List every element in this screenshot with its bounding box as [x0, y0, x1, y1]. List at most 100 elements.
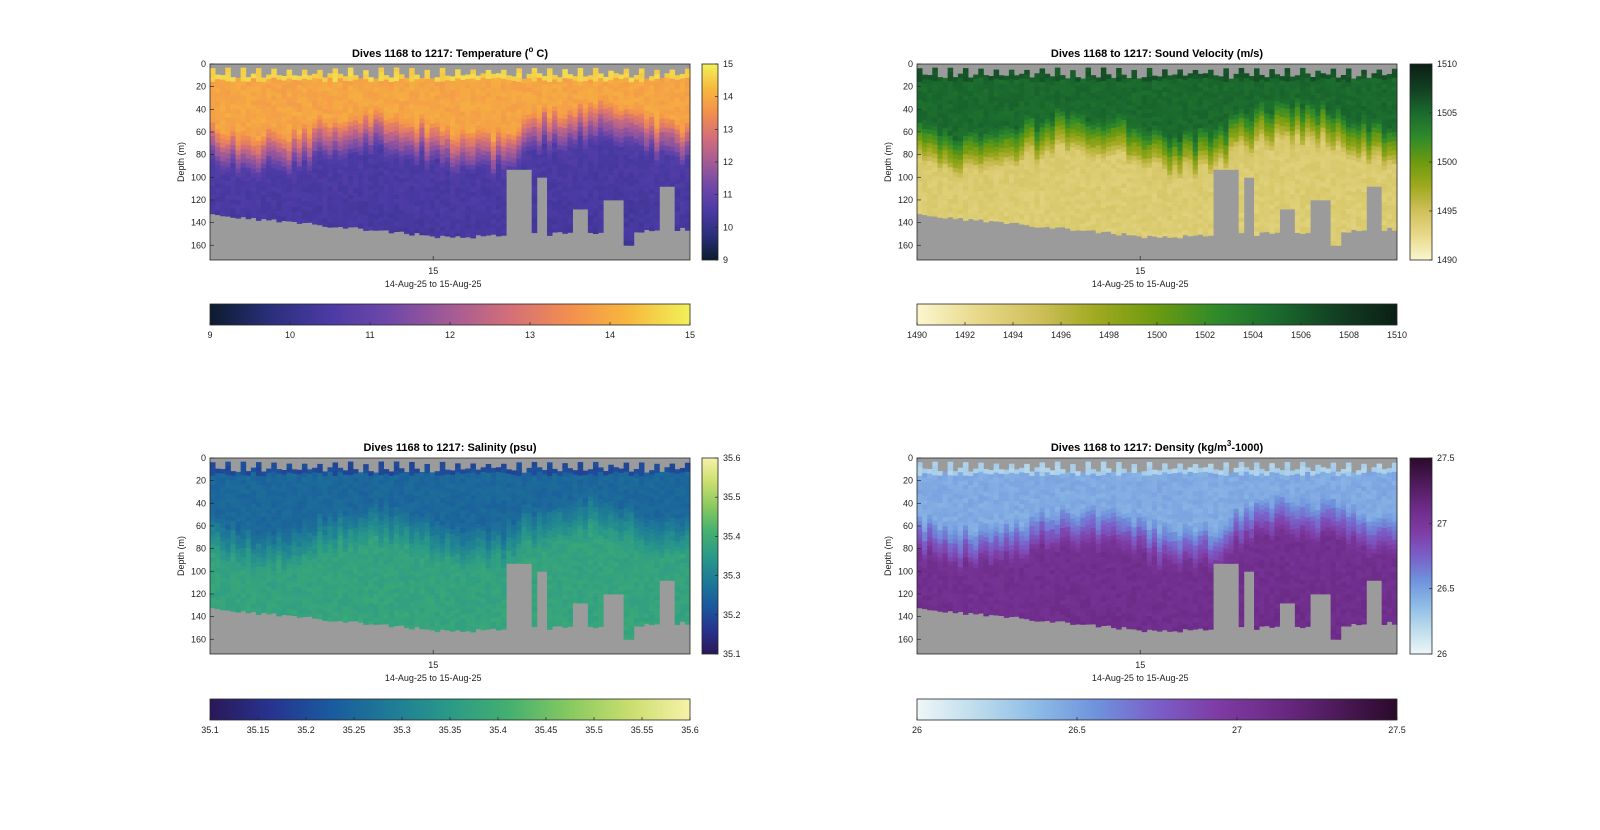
heatmap-cell: [1182, 93, 1189, 99]
heatmap-cell: [322, 136, 328, 142]
heatmap-cell: [240, 85, 247, 91]
heatmap-cell: [983, 115, 989, 121]
heatmap-cell: [475, 143, 482, 149]
heatmap-cell: [659, 123, 665, 129]
heatmap-cell: [669, 133, 676, 138]
heatmap-cell: [1182, 80, 1189, 86]
heatmap-cell: [281, 112, 287, 118]
heatmap-cell: [557, 226, 563, 232]
heatmap-cell: [337, 146, 344, 152]
heatmap-cell: [475, 207, 482, 212]
heatmap-cell: [1162, 205, 1168, 211]
heatmap-cell: [215, 147, 221, 153]
heatmap-cell: [1141, 190, 1148, 196]
heatmap-cell: [378, 99, 385, 105]
heatmap-cell: [281, 162, 287, 168]
heatmap-cell: [1008, 101, 1015, 107]
heatmap-cell: [393, 140, 400, 145]
heatmap-cell: [1182, 139, 1189, 145]
heatmap-cell: [470, 191, 476, 197]
heatmap-cell: [536, 145, 543, 151]
heatmap-cell: [962, 131, 969, 137]
heatmap-cell: [490, 214, 497, 220]
heatmap-cell: [444, 75, 451, 81]
heatmap-cell: [582, 176, 589, 182]
heatmap-cell: [230, 117, 236, 123]
heatmap-cell: [1095, 204, 1102, 210]
heatmap-cell: [526, 146, 533, 152]
heatmap-cell: [378, 189, 385, 195]
heatmap-cell: [649, 194, 655, 199]
heatmap-cell: [363, 165, 369, 171]
heatmap-cell: [373, 132, 379, 138]
heatmap-cell: [368, 113, 374, 119]
heatmap-cell: [475, 202, 482, 208]
heatmap-cell: [603, 163, 609, 169]
heatmap-cell: [603, 99, 609, 105]
heatmap-cell: [628, 168, 635, 174]
heatmap-cell: [368, 226, 374, 231]
heatmap-cell: [1146, 122, 1153, 128]
heatmap-cell: [993, 151, 1000, 157]
heatmap-cell: [352, 120, 359, 126]
heatmap-cell: [552, 147, 558, 153]
heatmap-cell: [1049, 203, 1056, 209]
heatmap-cell: [485, 201, 492, 207]
heatmap-cell: [291, 156, 298, 162]
heatmap-cell: [587, 138, 594, 144]
heatmap-cell: [215, 174, 221, 180]
heatmap-cell: [1019, 141, 1025, 147]
heatmap-cell: [644, 200, 650, 206]
heatmap-cell: [1111, 150, 1117, 156]
heatmap-cell: [1182, 188, 1189, 194]
heatmap-cell: [444, 111, 451, 117]
heatmap-cell: [1095, 213, 1102, 219]
heatmap-cell: [577, 149, 584, 155]
heatmap-cell: [455, 191, 461, 197]
heatmap-cell: [393, 144, 400, 150]
heatmap-cell: [633, 84, 640, 89]
heatmap-cell: [276, 147, 282, 153]
heatmap-cell: [1024, 183, 1030, 189]
heatmap-cell: [419, 100, 425, 106]
heatmap-cell: [1131, 169, 1137, 175]
heatmap-cell: [210, 186, 216, 191]
heatmap-cell: [1085, 140, 1092, 145]
heatmap-cell: [567, 92, 573, 98]
heatmap-cell: [1157, 162, 1163, 168]
heatmap-cell: [358, 214, 364, 220]
heatmap-cell: [1141, 81, 1148, 87]
heatmap-cell: [922, 210, 928, 216]
heatmap-cell: [654, 174, 660, 179]
heatmap-cell: [684, 150, 691, 156]
heatmap-cell: [1162, 164, 1168, 170]
heatmap-cell: [347, 112, 354, 118]
heatmap-cell: [455, 227, 461, 233]
heatmap-cell: [973, 151, 979, 157]
heatmap-cell: [577, 163, 584, 169]
heatmap-cell: [398, 142, 405, 148]
heatmap-cell: [363, 110, 369, 116]
heatmap-cell: [1136, 182, 1143, 188]
heatmap-cell: [210, 208, 216, 214]
heatmap-cell: [1008, 124, 1015, 129]
heatmap-cell: [332, 131, 339, 137]
heatmap-cell: [628, 172, 635, 178]
heatmap-cell: [245, 77, 252, 83]
heatmap-cell: [383, 129, 390, 135]
heatmap-cell: [1141, 176, 1148, 182]
heatmap-cell: [552, 165, 558, 171]
heatmap-cell: [1131, 88, 1137, 94]
heatmap-cell: [439, 113, 446, 119]
heatmap-cell: [363, 138, 369, 144]
heatmap-cell: [1162, 87, 1168, 93]
heatmap-cell: [1065, 96, 1071, 102]
heatmap-cell: [1008, 110, 1015, 116]
heatmap-cell: [475, 170, 482, 176]
heatmap-cell: [917, 77, 923, 83]
heatmap-cell: [567, 83, 573, 89]
heatmap-cell: [598, 155, 604, 160]
heatmap-cell: [613, 132, 619, 138]
heatmap-cell: [1054, 126, 1061, 132]
heatmap-cell: [988, 125, 994, 131]
